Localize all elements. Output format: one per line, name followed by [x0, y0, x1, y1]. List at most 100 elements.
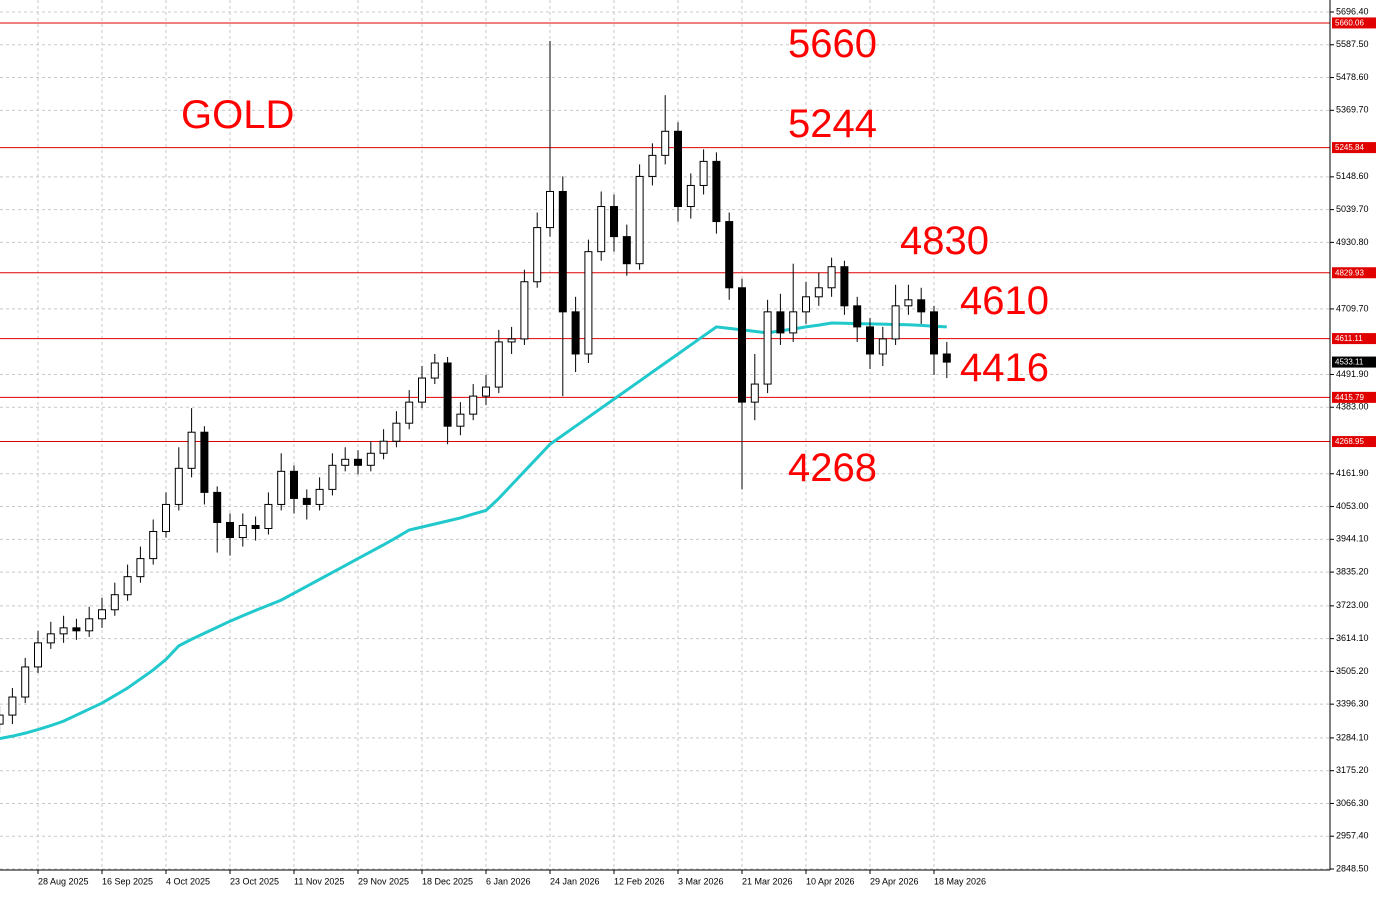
candle-body [110, 594, 119, 611]
candle-body [635, 175, 644, 265]
candle-body [264, 503, 273, 530]
y-tick-label: 3284.10 [1336, 732, 1369, 742]
candle-body [136, 558, 145, 578]
candle-body [520, 281, 529, 340]
x-tick-label: 18 May 2026 [934, 876, 986, 886]
x-tick-label: 12 Feb 2026 [614, 876, 665, 886]
candle-body [0, 714, 4, 725]
candle-body [315, 488, 324, 505]
candle-body [558, 190, 567, 313]
candle-body [507, 338, 516, 343]
y-tick-label: 3723.00 [1336, 600, 1369, 610]
annotation: 5660 [788, 22, 877, 66]
x-tick-label: 3 Mar 2026 [678, 876, 724, 886]
candle-body [648, 154, 657, 177]
candle-body [686, 184, 695, 208]
y-tick-label: 4053.00 [1336, 501, 1369, 511]
level-label: 4268.95 [1335, 437, 1364, 446]
x-tick-label: 21 Mar 2026 [742, 876, 793, 886]
candle-body [597, 206, 606, 253]
annotation: 5244 [788, 102, 877, 146]
candle-body [674, 130, 682, 208]
candle-body [456, 413, 465, 427]
annotation: 4830 [900, 219, 989, 263]
candle-body [366, 452, 375, 466]
candle-body [546, 190, 554, 229]
y-tick-label: 5039.70 [1336, 204, 1369, 214]
candle-body [405, 401, 414, 424]
candle-body [725, 221, 734, 289]
y-tick-label: 3505.20 [1336, 666, 1369, 676]
candle-body [763, 311, 772, 385]
y-tick-label: 5369.70 [1336, 105, 1369, 115]
annotation: 4268 [788, 446, 877, 490]
candle-body [290, 470, 298, 499]
y-tick-label: 3944.10 [1336, 534, 1369, 544]
candle-body [584, 251, 593, 355]
x-tick-label: 10 Apr 2026 [806, 876, 855, 886]
candle-body [162, 503, 170, 533]
candle-body [59, 627, 68, 635]
candle-body [379, 440, 388, 454]
candle-body [610, 206, 618, 238]
candle-body [46, 633, 55, 644]
candle-body [571, 311, 580, 355]
candle-body [21, 666, 30, 698]
level-label-box [1332, 17, 1376, 29]
y-tick-label: 4161.90 [1336, 468, 1369, 478]
candle-body [341, 458, 350, 466]
candle-body [123, 576, 132, 596]
candle-body [72, 627, 81, 632]
candle-body [85, 618, 94, 632]
candle-body [878, 338, 887, 355]
x-tick-label: 29 Nov 2025 [358, 876, 409, 886]
y-tick-label: 2848.50 [1336, 863, 1369, 873]
candle-body [866, 326, 874, 355]
y-tick-label: 5587.50 [1336, 39, 1369, 49]
candle-body [482, 386, 490, 397]
annotation: 4416 [960, 346, 1049, 390]
candle-body [226, 521, 234, 539]
x-tick-label: 28 Aug 2025 [38, 876, 89, 886]
y-tick-label: 3835.20 [1336, 566, 1369, 576]
level-label-box [1332, 267, 1376, 279]
candle-body [904, 299, 913, 307]
candle-body [238, 525, 247, 539]
candle-body [738, 287, 746, 403]
candle-body [930, 311, 938, 355]
level-label: 4829.93 [1335, 268, 1364, 277]
y-tick-label: 3175.20 [1336, 765, 1369, 775]
candle-body [891, 305, 900, 340]
candle-body [622, 236, 631, 265]
x-tick-label: 23 Oct 2025 [230, 876, 279, 886]
candle-body [802, 296, 810, 313]
last-price-label: 4533.11 [1335, 358, 1364, 367]
y-tick-label: 3614.10 [1336, 633, 1369, 643]
x-tick-label: 16 Sep 2025 [102, 876, 153, 886]
plot-area [0, 22, 1330, 741]
last-price-box [1332, 356, 1376, 368]
candle-body [853, 305, 862, 328]
candle-body [533, 227, 542, 283]
candle-body [8, 696, 17, 716]
moving-average [0, 321, 947, 741]
candle-body [98, 609, 106, 620]
candle-body [712, 160, 721, 223]
x-tick-label: 4 Oct 2025 [166, 876, 210, 886]
candle-body [213, 491, 222, 523]
y-tick-label: 3066.30 [1336, 798, 1369, 808]
x-tick-label: 29 Apr 2026 [870, 876, 919, 886]
candle-body [328, 464, 337, 490]
level-label: 4611.11 [1335, 334, 1363, 343]
candle-body [469, 395, 478, 415]
candle-body [494, 341, 503, 388]
candle-body [827, 266, 836, 289]
x-tick-label: 18 Dec 2025 [422, 876, 473, 886]
candle-body [776, 311, 785, 334]
candle-body [277, 470, 286, 505]
candle-body [789, 311, 798, 334]
level-label-box [1332, 391, 1376, 403]
level-label-box [1332, 142, 1376, 154]
